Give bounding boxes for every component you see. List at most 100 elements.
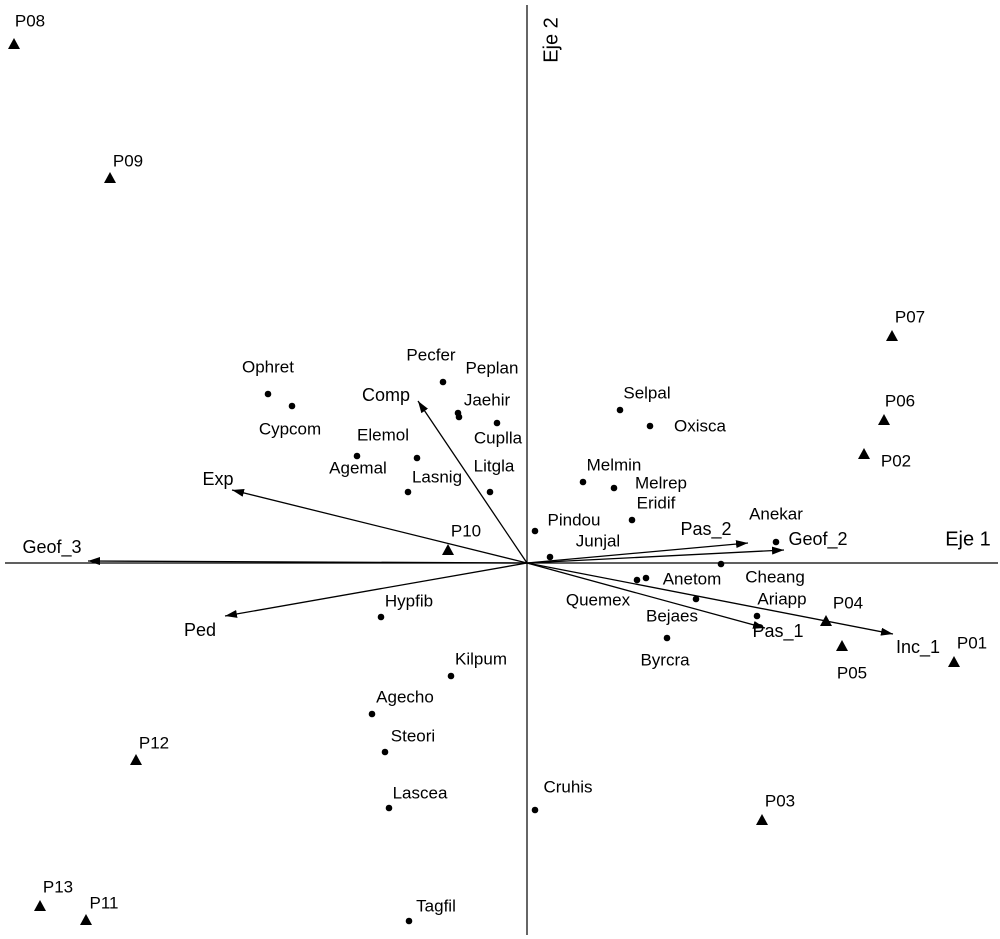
vector-label: Ped [184, 620, 216, 640]
species-point [546, 553, 554, 561]
species-label: Melrep [635, 473, 687, 492]
species-label: Hypfib [385, 591, 433, 610]
species-label: Cypcom [259, 419, 321, 438]
species-label: Litgla [474, 456, 515, 475]
species-label: Eridif [637, 493, 676, 512]
species-point [663, 634, 671, 642]
species-label: Agemal [329, 458, 387, 477]
species-label: Ariapp [757, 589, 806, 608]
species-label: Kilpum [455, 649, 507, 668]
site-label: P05 [837, 663, 867, 682]
site-point [130, 754, 142, 765]
species-label: Peplan [466, 358, 519, 377]
site-label: P04 [833, 593, 863, 612]
vector-label: Geof_2 [788, 529, 847, 550]
x-axis-title: Eje 1 [945, 528, 991, 550]
species-point [288, 402, 296, 410]
species-point [368, 710, 376, 718]
species-point [353, 452, 361, 460]
species-point [610, 484, 618, 492]
species-point [642, 574, 650, 582]
site-point [8, 38, 20, 49]
species-point [628, 516, 636, 524]
site-point [858, 448, 870, 459]
vector-label: Comp [362, 385, 410, 405]
site-point [820, 615, 832, 626]
vector-arrow [87, 557, 528, 566]
site-label: P13 [43, 877, 73, 896]
species-point [377, 613, 385, 621]
site-label: P12 [139, 733, 169, 752]
site-point [80, 914, 92, 925]
vector-label: Inc_1 [896, 637, 940, 658]
species-label: Bejaes [646, 606, 698, 625]
vector-arrow [526, 562, 766, 629]
species-label: Lascea [393, 783, 448, 802]
species-point [385, 804, 393, 812]
site-label: P03 [765, 791, 795, 810]
species-point [486, 488, 494, 496]
species-point [646, 422, 654, 430]
species-point [405, 917, 413, 925]
species-label: Cruhis [543, 777, 592, 796]
species-label: Melmin [587, 455, 642, 474]
vector-arrow [417, 400, 528, 564]
site-label: P08 [15, 11, 45, 30]
species-point [772, 538, 780, 546]
species-label: Agecho [376, 687, 434, 706]
species-point [413, 454, 421, 462]
species-point [493, 419, 501, 427]
site-point [836, 640, 848, 651]
species-point [455, 413, 463, 421]
species-label: Byrcra [640, 650, 690, 669]
site-label: P09 [113, 151, 143, 170]
species-label: Cuplla [474, 428, 523, 447]
species-label: Quemex [566, 590, 631, 609]
vector-arrow [526, 546, 785, 564]
site-label: P02 [881, 451, 911, 470]
species-label: Oxisca [674, 416, 727, 435]
site-point [948, 656, 960, 667]
site-label: P01 [957, 633, 987, 652]
vector-arrow [224, 562, 528, 618]
species-point [439, 378, 447, 386]
species-label: Elemol [357, 425, 409, 444]
species-point [447, 672, 455, 680]
vector-label: Pas_2 [680, 519, 731, 540]
species-label: Tagfil [416, 896, 456, 915]
species-label: Pindou [548, 510, 601, 529]
species-label: Anekar [749, 504, 803, 523]
vector-arrow [526, 540, 749, 564]
species-label: Junjal [576, 531, 620, 550]
site-label: P07 [895, 307, 925, 326]
y-axis-title: Eje 2 [540, 17, 562, 63]
vector-label: Exp [202, 469, 233, 489]
species-point [579, 478, 587, 486]
species-point [692, 595, 700, 603]
species-point [264, 390, 272, 398]
site-label: P11 [90, 893, 119, 912]
species-point [633, 576, 641, 584]
species-label: Selpal [623, 383, 670, 402]
site-point [104, 172, 116, 183]
site-point [442, 544, 454, 555]
species-point [404, 488, 412, 496]
species-point [531, 527, 539, 535]
vector-arrow [231, 488, 528, 564]
site-label: P10 [451, 521, 481, 540]
species-label: Anetom [663, 569, 722, 588]
species-label: Ophret [242, 357, 294, 376]
species-label: Pecfer [406, 345, 455, 364]
species-point [717, 560, 725, 568]
species-label: Lasnig [412, 467, 462, 486]
species-label: Steori [391, 726, 435, 745]
site-label: P06 [885, 391, 915, 410]
vector-label: Geof_3 [22, 537, 81, 558]
species-label: Cheang [745, 567, 805, 586]
species-point [753, 612, 761, 620]
species-label: Jaehir [464, 390, 511, 409]
site-point [878, 414, 890, 425]
site-point [756, 814, 768, 825]
site-point [886, 330, 898, 341]
